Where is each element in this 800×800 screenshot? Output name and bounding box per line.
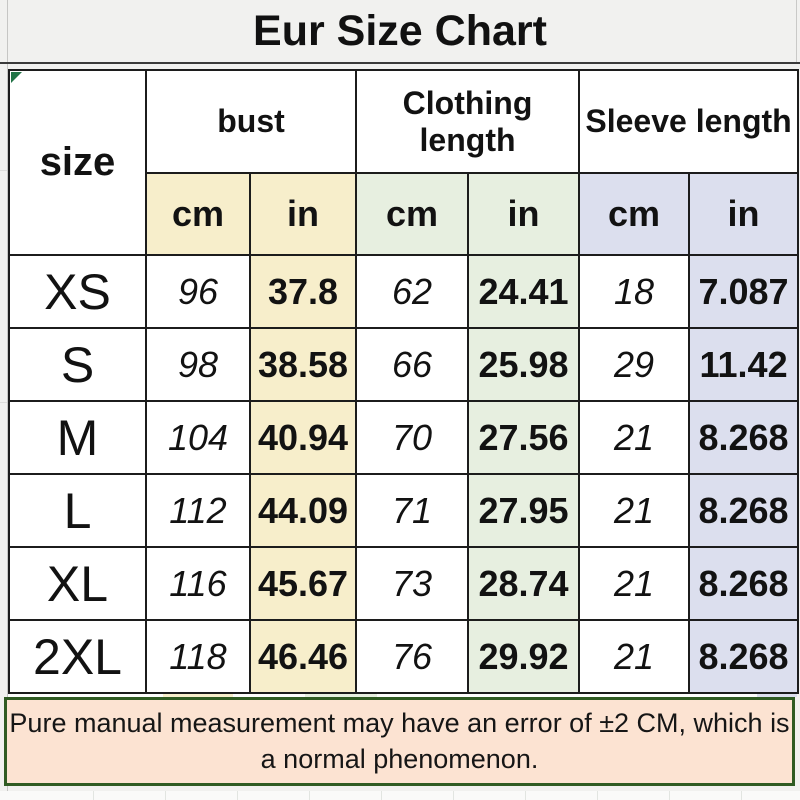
length-cm-value: 71 — [355, 473, 470, 548]
length-in-value: 28.74 — [467, 546, 581, 621]
table-row-xs: XS 96 37.8 62 24.41 18 7.087 — [8, 254, 800, 329]
sleeve-in-value: 11.42 — [688, 327, 800, 402]
bust-cm-value: 104 — [145, 400, 251, 475]
bust-cm-value: 98 — [145, 327, 251, 402]
bust-cm-value: 96 — [145, 254, 251, 329]
gutter-row-divider — [0, 402, 7, 403]
spreadsheet-gutter-line — [7, 0, 8, 800]
bust-in-value: 46.46 — [248, 619, 358, 694]
size-column-header: size — [8, 69, 147, 256]
length-cm-value: 66 — [355, 327, 470, 402]
grid-line — [381, 791, 382, 800]
bust-cm-value: 116 — [145, 546, 251, 621]
sleeve-cm-value: 21 — [578, 619, 691, 694]
size-row-label: XL — [8, 546, 147, 621]
table-row-l: L 112 44.09 71 27.95 21 8.268 — [8, 473, 800, 548]
gutter-row-divider — [0, 170, 7, 171]
sliver-lavender — [757, 694, 797, 697]
bottom-grid-strip — [0, 791, 800, 800]
bust-in-value: 45.67 — [248, 546, 358, 621]
sleeve-cm-value: 21 — [578, 546, 691, 621]
note-line-1: Pure manual measurement may have an erro… — [9, 708, 790, 739]
grid-line — [669, 791, 670, 800]
length-in-value: 29.92 — [467, 619, 581, 694]
unit-header-sleeve-in: in — [688, 172, 800, 256]
bust-in-value: 37.8 — [248, 254, 358, 329]
unit-header-length-in: in — [467, 172, 581, 256]
sleeve-in-value: 7.087 — [688, 254, 800, 329]
unit-header-length-cm: cm — [355, 172, 470, 256]
excel-cell-corner-marker-icon — [11, 72, 22, 83]
length-in-value: 27.95 — [467, 473, 581, 548]
note-line-2: a normal phenomenon. — [260, 743, 539, 774]
group-header-clothing-length: Clothing length — [355, 69, 581, 174]
size-chart-table: size bust Clothing length Sleeve length … — [8, 69, 800, 694]
size-row-label: L — [8, 473, 147, 548]
bust-in-value: 44.09 — [248, 473, 358, 548]
table-row-m: M 104 40.94 70 27.56 21 8.268 — [8, 400, 800, 475]
bust-in-value: 40.94 — [248, 400, 358, 475]
sleeve-cm-value: 21 — [578, 473, 691, 548]
sliver-green — [305, 694, 377, 697]
length-in-value: 25.98 — [467, 327, 581, 402]
grid-line — [309, 791, 310, 800]
unit-header-bust-in: in — [248, 172, 358, 256]
table-row-xl: XL 116 45.67 73 28.74 21 8.268 — [8, 546, 800, 621]
title-divider — [0, 62, 800, 64]
grid-line — [165, 791, 166, 800]
bust-in-value: 38.58 — [248, 327, 358, 402]
grid-line — [741, 791, 742, 800]
sleeve-in-value: 8.268 — [688, 473, 800, 548]
grid-line — [453, 791, 454, 800]
group-header-sleeve-length: Sleeve length — [578, 69, 800, 174]
bust-cm-value: 112 — [145, 473, 251, 548]
spreadsheet-right-edge-line — [796, 0, 797, 63]
bust-cm-value: 118 — [145, 619, 251, 694]
grid-line — [597, 791, 598, 800]
size-row-label: 2XL — [8, 619, 147, 694]
page-title: Eur Size Chart — [253, 6, 547, 55]
sleeve-in-value: 8.268 — [688, 546, 800, 621]
grid-line — [525, 791, 526, 800]
sleeve-cm-value: 21 — [578, 400, 691, 475]
length-in-value: 27.56 — [467, 400, 581, 475]
length-cm-value: 70 — [355, 400, 470, 475]
grid-line — [237, 791, 238, 800]
group-header-bust: bust — [144, 69, 358, 174]
sleeve-cm-value: 29 — [578, 327, 691, 402]
unit-header-bust-cm: cm — [145, 172, 251, 256]
length-in-value: 24.41 — [467, 254, 581, 329]
length-cm-value: 76 — [355, 619, 470, 694]
grid-line — [93, 791, 94, 800]
length-cm-value: 73 — [355, 546, 470, 621]
unit-header-sleeve-cm: cm — [578, 172, 691, 256]
size-row-label: S — [8, 327, 147, 402]
sliver-cream — [163, 694, 233, 697]
size-row-label: M — [8, 400, 147, 475]
sleeve-in-value: 8.268 — [688, 400, 800, 475]
table-row-2xl: 2XL 118 46.46 76 29.92 21 8.268 — [8, 619, 800, 694]
sleeve-in-value: 8.268 — [688, 619, 800, 694]
size-row-label: XS — [8, 254, 147, 329]
table-row-s: S 98 38.58 66 25.98 29 11.42 — [8, 327, 800, 402]
sleeve-cm-value: 18 — [578, 254, 691, 329]
measurement-note: Pure manual measurement may have an erro… — [4, 697, 795, 786]
length-cm-value: 62 — [355, 254, 470, 329]
next-row-sliver — [8, 694, 797, 697]
